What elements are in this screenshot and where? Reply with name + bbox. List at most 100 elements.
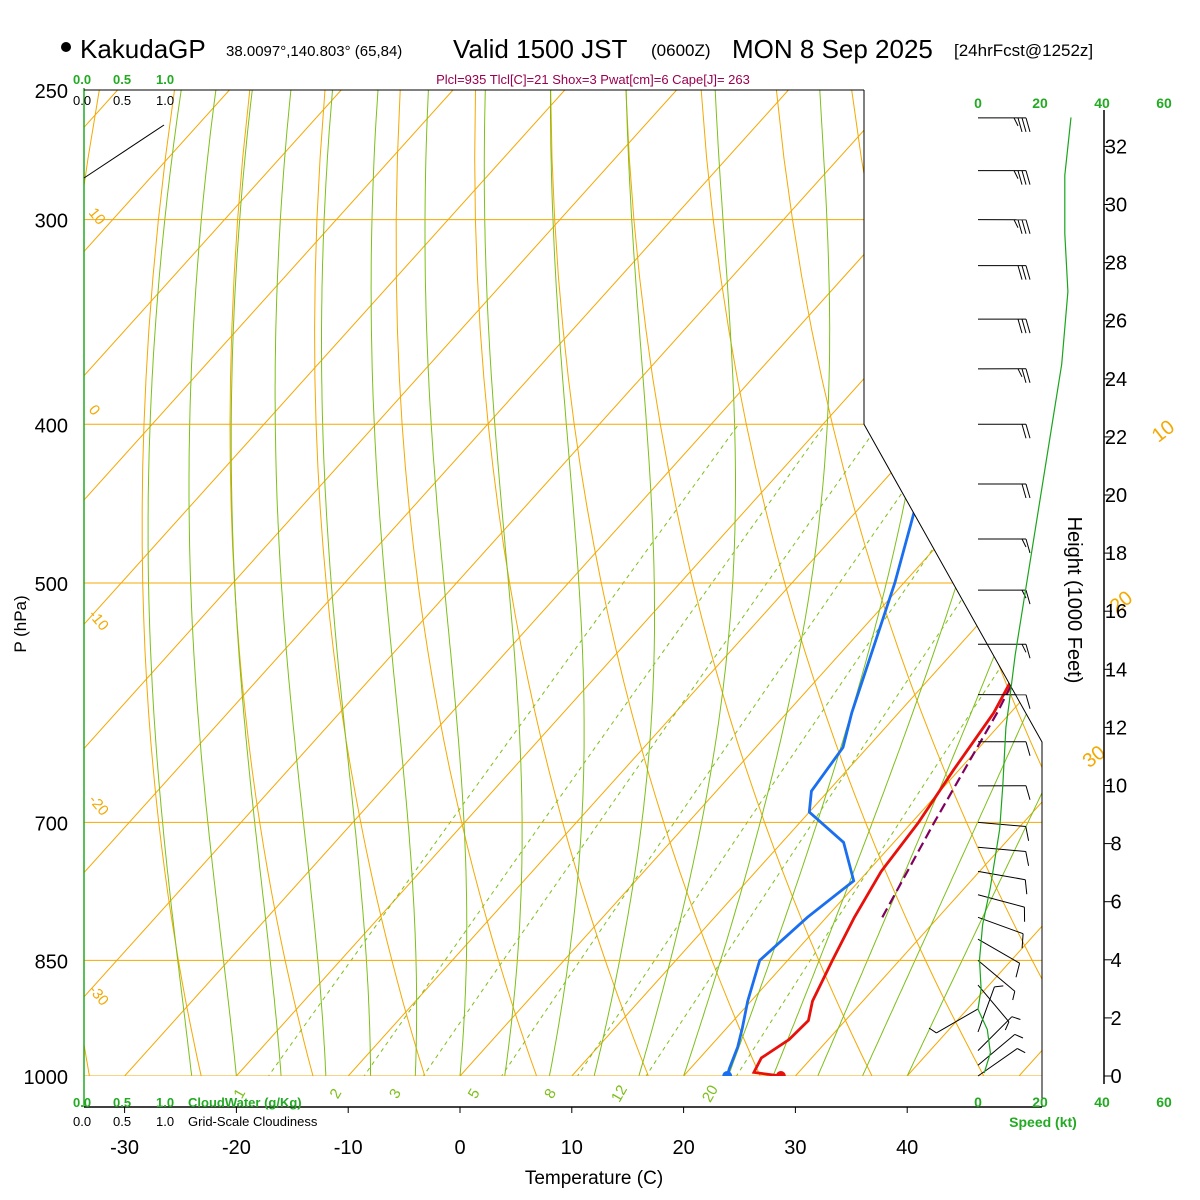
moist-adiabat-line [321, 90, 372, 1076]
dry-adiabat-line [1001, 90, 1042, 1076]
height-tick-label: 28 [1105, 253, 1127, 275]
wind-barb-staff [977, 916, 1024, 935]
pressure-tick-label: 850 [35, 951, 68, 973]
temp-tick-label: -10 [334, 1137, 363, 1159]
cloudiness-scale-top-2: 1.0 [156, 93, 174, 108]
height-tick-label: 20 [1105, 485, 1127, 507]
wind-barb-staff [977, 1048, 1018, 1077]
wind-barb-staff [977, 960, 1016, 992]
speed-tick-label-top: 0 [974, 95, 982, 111]
height-tick-label: 12 [1105, 717, 1127, 739]
mixing-ratio-line [339, 424, 826, 1076]
cloudwater-label: CloudWater (g/Kg) [188, 1095, 302, 1110]
pressure-tick-label: 250 [35, 81, 68, 103]
parcel-trace [881, 139, 1042, 918]
dry-adiabat-label: 0 [85, 402, 103, 419]
dry-adiabat-line [229, 90, 314, 1076]
wind-barb-feather [1021, 424, 1027, 439]
isobar-lines [84, 90, 1042, 1076]
cloudiness-scale-top-0: 0.0 [73, 93, 91, 108]
wind-barb-feather [1025, 538, 1031, 554]
mixing-ratio-label: 8 [541, 1086, 560, 1102]
isotherm-line [84, 90, 454, 1076]
speed-tick-label-bottom: 0 [974, 1094, 982, 1110]
height-tick-label: 30 [1105, 195, 1127, 217]
dry-adiabat-label: -20 [85, 792, 112, 820]
wind-barb-feather [1021, 644, 1027, 653]
cloudwater-scale-bottom-2: 1.0 [156, 1095, 174, 1110]
x-axis-title: Temperature (C) [525, 1168, 663, 1189]
wind-barb-feather [1025, 589, 1031, 605]
wind-barb-staff [977, 870, 1026, 881]
wind-barb-staff [977, 938, 1020, 964]
height-tick-label: 2 [1110, 1008, 1121, 1030]
cloudiness-scale-top-1: 0.5 [113, 93, 131, 108]
mixing-ratio-label: 12 [608, 1082, 631, 1105]
mixing-ratio-label: 2 [326, 1086, 345, 1102]
mixing-ratio-label: 20 [699, 1082, 722, 1105]
cloudwater-scale-bottom-0: 0.0 [73, 1095, 91, 1110]
wind-barb-feather [1017, 368, 1023, 378]
cloudwater-scale-top-2: 1.0 [156, 72, 174, 87]
cloudwater-scale-bottom-1: 0.5 [113, 1095, 131, 1110]
speed-tick-label-top: 60 [1156, 95, 1172, 111]
speed-tick-label-bottom: 60 [1156, 1094, 1172, 1110]
temp-tick-label: 30 [784, 1137, 806, 1159]
wind-barb-feather [1025, 424, 1031, 439]
wind-barb-staff [977, 894, 1025, 908]
dry-adiabat-line [395, 90, 538, 1076]
wind-barb-staff [936, 1008, 979, 1034]
isotherm-line [1018, 90, 1042, 1076]
dry-adiabat-label: -30 [85, 982, 112, 1010]
wind-barb-feather [1025, 265, 1031, 280]
moist-adiabat-line [817, 90, 1042, 1076]
height-tick-label: 16 [1105, 601, 1127, 623]
temperature-trace [751, 144, 1042, 1076]
site-coords: 38.0097°,140.803° (65,84) [226, 43, 402, 60]
moist-adiabat-line [638, 90, 736, 1076]
wind-barb-feather [1015, 963, 1021, 978]
wind-barb-feather [1021, 219, 1027, 234]
wind-barb-feather [994, 985, 1004, 988]
cloudiness-label: Grid-Scale Cloudiness [188, 1114, 318, 1129]
height-axis-title: Height (1000 Feet) [1063, 517, 1085, 684]
pressure-tick-label: 300 [35, 211, 68, 233]
cloudiness-scale-bottom-1: 0.5 [113, 1114, 131, 1129]
wind-barb-feather [1012, 991, 1016, 1001]
wind-barb-feather [1021, 368, 1027, 383]
surface-temperature-dot [775, 1071, 786, 1076]
speed-tick-label-top: 20 [1032, 95, 1048, 111]
moist-adiabat-line [424, 90, 468, 1076]
isotherm-line [795, 90, 1042, 1076]
moist-adiabat-line [230, 90, 282, 1076]
wind-barb-feather [1021, 538, 1027, 548]
speed-axis-title: Speed (kt) [1009, 1114, 1077, 1130]
height-tick-label: 10 [1105, 776, 1127, 798]
wind-barb-feather [1025, 644, 1031, 659]
valid-date: MON 8 Sep 2025 [732, 34, 933, 64]
height-tick-label: 0 [1110, 1066, 1121, 1088]
moist-adiabat-line [188, 90, 237, 1076]
isotherm-line [683, 90, 1042, 1076]
wind-barb-feather [1025, 318, 1031, 334]
valid-utc: (0600Z) [651, 41, 711, 60]
dry-adiabat-line [1153, 90, 1200, 1076]
wind-barb-feather [1021, 170, 1027, 185]
temp-tick-label: 0 [454, 1137, 465, 1159]
height-tick-label: 14 [1105, 659, 1127, 681]
height-tick-label: 22 [1105, 427, 1127, 449]
dry-adiabat-label: -10 [85, 607, 112, 635]
isotherm-label: 10 [1148, 416, 1179, 447]
height-tick-label: 32 [1105, 136, 1127, 158]
isotherm-line [0, 90, 6, 1076]
wind-barb-feather [1025, 483, 1031, 499]
mixing-ratio-label: 3 [386, 1086, 405, 1102]
wind-barb-feather [1013, 170, 1019, 179]
moist-adiabat-line [683, 90, 831, 1076]
wind-barb-feather [1025, 117, 1031, 133]
sounding-indices: Plcl=935 Tlcl[C]=21 Shox=3 Pwat[cm]=6 Ca… [436, 72, 750, 87]
dry-adiabat-line [0, 90, 24, 1076]
wind-barb-feather [1025, 219, 1031, 234]
moist-adiabat-lines [147, 90, 1042, 1076]
moist-adiabat-line [593, 90, 655, 1076]
